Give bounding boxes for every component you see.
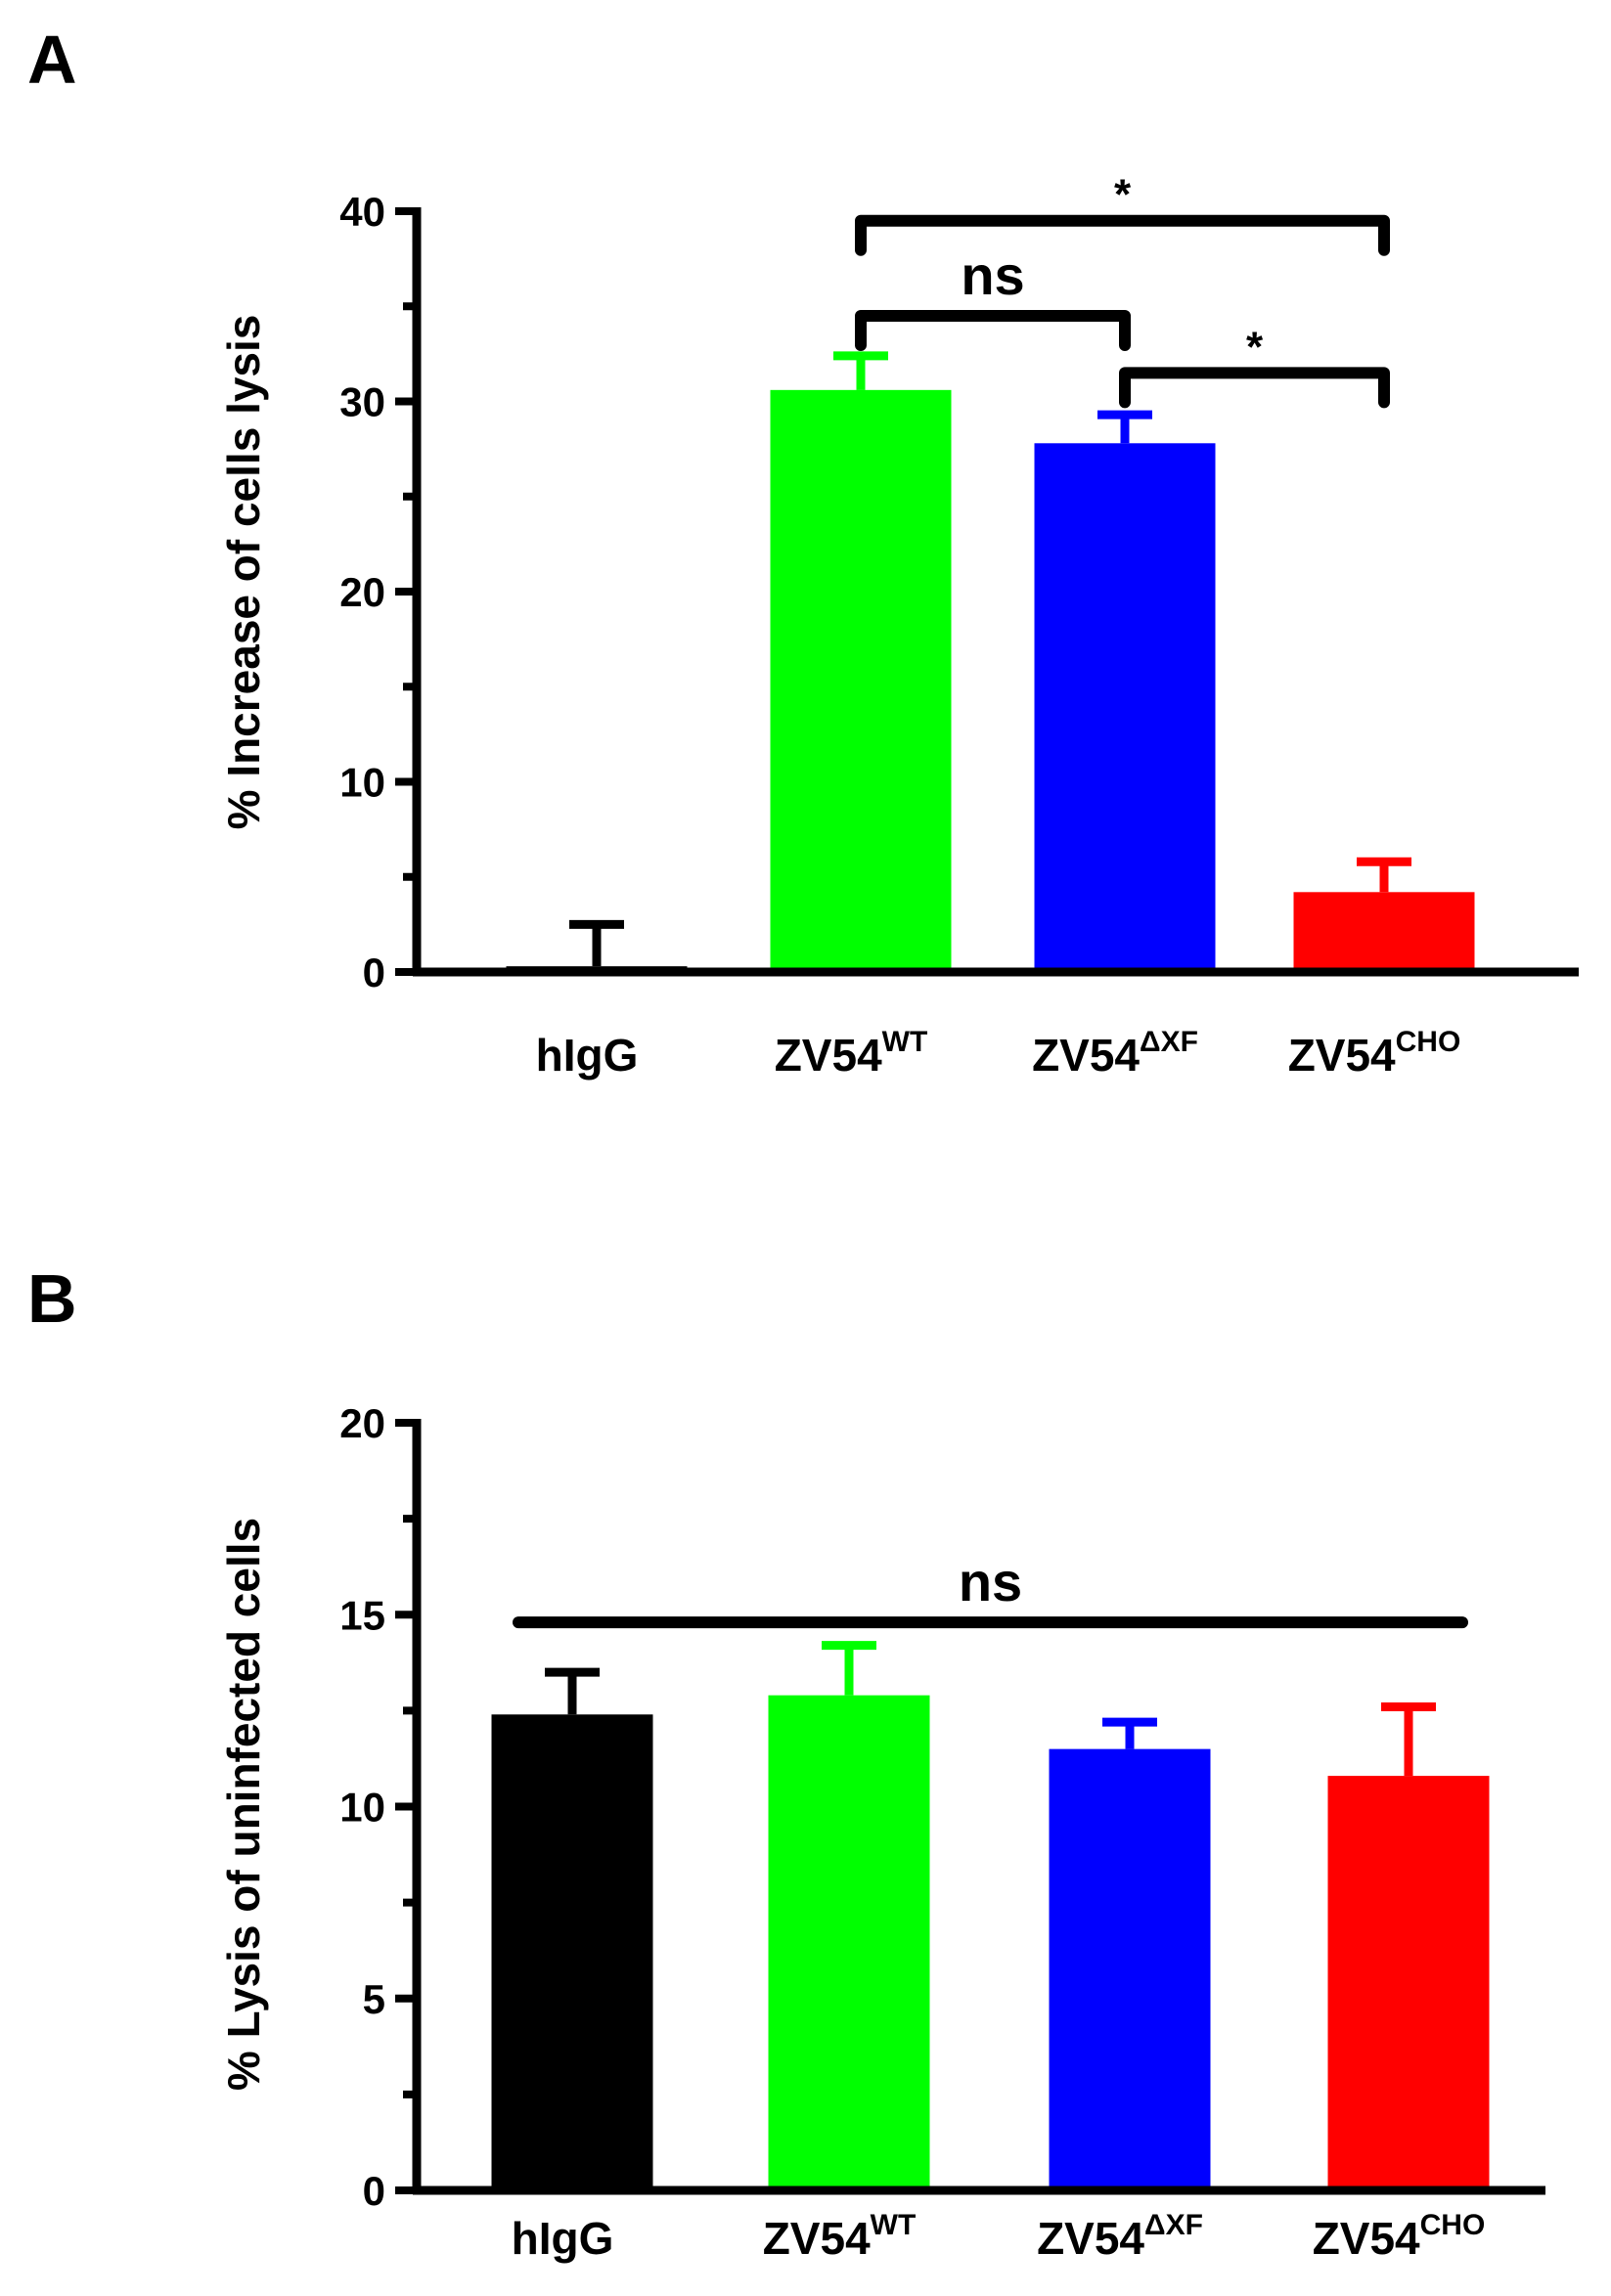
significance-bracket-0-0 — [855, 214, 1390, 256]
x-tick-label-0-2: ZV54ΔXF — [1032, 1026, 1198, 1081]
x-tick-label-0-1: ZV54WT — [775, 1026, 928, 1081]
x-tick-label-1-3: ZV54CHO — [1313, 2209, 1486, 2264]
y-tick-label-1-1: 5 — [363, 1976, 385, 2022]
x-tick-label-0-0: hIgG — [536, 1030, 639, 1081]
significance-bracket-0-1 — [855, 309, 1131, 351]
x-tick-label-1-2: ZV54ΔXF — [1037, 2209, 1203, 2264]
y-tick-label-0-2: 20 — [339, 569, 385, 615]
y-tick-label-0-0: 0 — [363, 949, 385, 995]
bar-0-2 — [1034, 443, 1216, 972]
significance-label-0-0: * — [1114, 171, 1132, 219]
bar-0-3 — [1293, 892, 1475, 972]
significance-label-1-0: ns — [959, 1551, 1022, 1612]
significance-bracket-0-2 — [1119, 367, 1390, 409]
chart-panel-a: 0 10 20 30 40 hIgG ZV54WT ZV54ΔXF ZV54CHO % Incre… — [218, 171, 1579, 1081]
y-tick-label-0-3: 30 — [339, 379, 385, 425]
chart-panel-b: 0 5 10 15 20 hIgG ZV54WT ZV54ΔXF ZV54CHO % Lysis … — [218, 1400, 1545, 2264]
panel-b-label: B — [27, 1260, 77, 1337]
y-axis-label-1: % Lysis of uninfected cells — [218, 1518, 269, 2091]
bar-1-1 — [768, 1695, 930, 2190]
y-tick-label-1-3: 15 — [339, 1592, 385, 1638]
x-tick-label-1-0: hIgG — [512, 2213, 614, 2264]
panel-a-label: A — [27, 22, 77, 98]
bar-1-0 — [491, 1714, 653, 2190]
significance-label-0-1: ns — [961, 244, 1024, 306]
y-tick-label-0-4: 40 — [339, 189, 385, 235]
y-tick-label-1-2: 10 — [339, 1785, 385, 1831]
significance-label-0-2: * — [1246, 323, 1264, 371]
bar-1-3 — [1327, 1776, 1490, 2190]
y-tick-label-0-1: 10 — [339, 760, 385, 806]
bar-0-1 — [770, 389, 952, 973]
y-tick-label-1-0: 0 — [363, 2168, 385, 2214]
bar-1-2 — [1049, 1748, 1211, 2190]
y-tick-label-1-4: 20 — [339, 1400, 385, 1446]
x-tick-label-1-1: ZV54WT — [763, 2209, 917, 2264]
y-axis-label-0: % Increase of cells lysis — [218, 315, 269, 830]
x-tick-label-0-3: ZV54CHO — [1288, 1026, 1461, 1081]
